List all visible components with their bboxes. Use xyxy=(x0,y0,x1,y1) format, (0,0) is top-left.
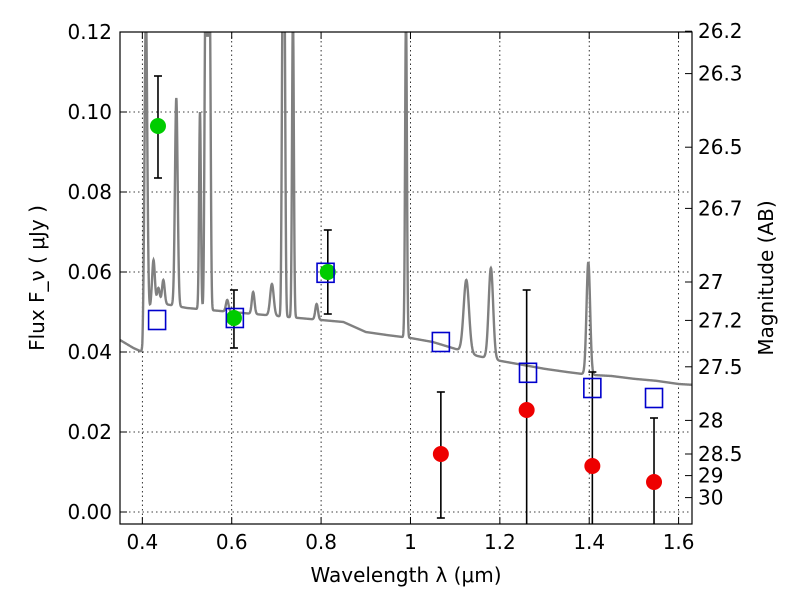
y-tick-label: 0.10 xyxy=(67,100,112,124)
data-point xyxy=(518,402,535,418)
x-tick-label: 1.2 xyxy=(484,530,516,554)
model-photometry-point xyxy=(431,331,451,353)
data-point xyxy=(319,264,336,280)
x-tick-label: 1 xyxy=(404,530,417,554)
model-photometry-point xyxy=(225,307,245,329)
model-photometry-point xyxy=(316,262,335,284)
data-point xyxy=(584,458,601,474)
x-tick-label: 1.6 xyxy=(663,530,695,554)
magnitude-tick-label: 26.5 xyxy=(698,135,743,159)
data-point xyxy=(646,474,663,490)
model-photometry-point xyxy=(644,387,664,409)
magnitude-tick-label: 30 xyxy=(698,486,723,510)
magnitude-tick-label: 27.2 xyxy=(698,308,743,332)
y-tick-label: 0.00 xyxy=(67,500,112,524)
x-axis-title: Wavelength λ (μm) xyxy=(310,563,501,587)
x-tick-label: 1.4 xyxy=(573,530,605,554)
y-axis-title: Flux F_ν ( μJy ) xyxy=(25,205,49,351)
y-tick-label: 0.04 xyxy=(67,340,112,364)
data-point xyxy=(225,310,242,326)
model-photometry-point xyxy=(147,309,167,331)
x-tick-label: 0.6 xyxy=(216,530,248,554)
y-tick-label: 0.08 xyxy=(67,180,112,204)
model-photometry-point xyxy=(518,362,538,384)
magnitude-tick-label: 26.7 xyxy=(698,196,743,220)
data-point xyxy=(432,446,449,462)
y-tick-label: 0.06 xyxy=(67,260,112,284)
y-tick-label: 0.02 xyxy=(67,420,112,444)
model-spectrum xyxy=(120,32,692,386)
magnitude-tick-label: 26.3 xyxy=(698,62,743,86)
data-markers xyxy=(147,118,664,490)
y-tick-label: 0.12 xyxy=(67,20,112,44)
magnitude-tick-label: 28 xyxy=(698,408,723,432)
magnitude-tick-label: 26.2 xyxy=(698,19,743,43)
magnitude-tick-label: 27 xyxy=(698,270,723,294)
axis-ticks: 0.4 0.6 0.8 1 1.2 1.4 1.6 0.00 0.02 0.04 0.06 0.08 0… xyxy=(67,19,742,554)
model-photometry-point xyxy=(583,377,602,399)
x-tick-label: 0.8 xyxy=(305,530,337,554)
magnitude-tick-label: 27.5 xyxy=(698,355,743,379)
y2-axis-title: Magnitude (AB) xyxy=(754,200,778,355)
plot-frame xyxy=(119,31,693,525)
spectrum-line xyxy=(120,32,692,386)
grid-lines xyxy=(120,31,692,524)
x-tick-label: 0.4 xyxy=(126,530,158,554)
magnitude-tick-label: 28.5 xyxy=(698,442,743,466)
magnitude-tick-label: 29 xyxy=(698,464,723,488)
data-point xyxy=(149,118,166,134)
